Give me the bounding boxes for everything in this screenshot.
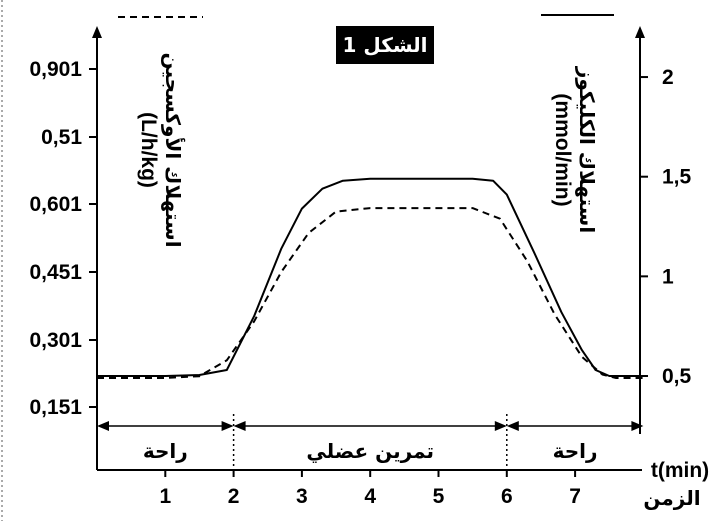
phase-arrow-head-right — [631, 421, 644, 431]
x-tick-label: 3 — [296, 485, 308, 508]
x-axis-label: الزمن — [643, 486, 700, 510]
phase-label: راحة — [553, 439, 598, 463]
right-tick-label: 0,5 — [662, 365, 692, 388]
phase-arrow-head-right — [494, 421, 507, 431]
oxygen-consumption-curve — [97, 207, 644, 379]
x-tick-label: 1 — [159, 485, 171, 508]
right-tick-label: 1 — [662, 265, 674, 288]
phase-arrow-head-left — [506, 421, 519, 431]
right-tick-label: 2 — [662, 66, 674, 89]
left-tick-label: 0,451 — [29, 261, 82, 284]
phase-arrow-head-right — [221, 421, 234, 431]
left-axis-label-line2: (L/h/kg) — [137, 112, 160, 188]
phase-label: راحة — [143, 439, 188, 463]
left-tick-label: 0,301 — [29, 329, 82, 352]
left-tick-label: 0,601 — [29, 193, 82, 216]
left-tick-label: 0,51 — [41, 126, 82, 149]
phase-arrow-head-left — [97, 421, 109, 431]
x-axis-unit: t(min) — [651, 459, 709, 482]
right-y-axis-arrow — [635, 26, 645, 38]
glucose-consumption-curve — [97, 177, 644, 377]
x-tick-label: 7 — [569, 485, 581, 508]
left-axis-label-line1: استهلاك الأوكسجين — [161, 52, 186, 247]
chart-title: الشكل 1 — [342, 33, 427, 57]
x-tick-label: 4 — [364, 485, 376, 508]
right-axis-label-line1: استهلاك الكليكوز — [575, 66, 599, 233]
x-tick-label: 5 — [433, 485, 445, 508]
title-box — [336, 26, 434, 64]
left-y-axis-arrow — [92, 26, 102, 38]
right-axis-label-line2: (mmol/min) — [551, 93, 574, 206]
x-tick-label: 6 — [501, 485, 513, 508]
left-tick-label: 0,901 — [29, 58, 82, 81]
phase-arrow-head-left — [233, 421, 246, 431]
x-tick-label: 2 — [228, 485, 240, 508]
left-tick-label: 0,151 — [29, 396, 82, 419]
right-tick-label: 1,5 — [662, 166, 692, 189]
phase-label: تمرين عضلي — [306, 439, 434, 464]
